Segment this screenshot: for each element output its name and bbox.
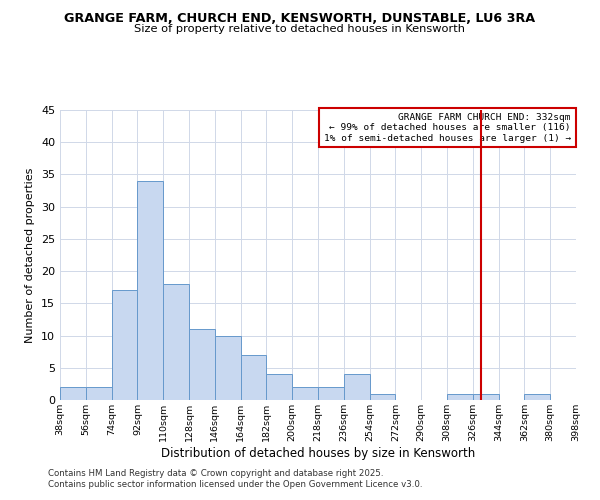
Bar xyxy=(473,394,499,400)
Bar xyxy=(344,374,370,400)
Bar xyxy=(292,387,318,400)
Bar xyxy=(163,284,189,400)
Bar xyxy=(60,387,86,400)
Bar xyxy=(370,394,395,400)
Bar xyxy=(112,290,137,400)
Bar xyxy=(189,329,215,400)
X-axis label: Distribution of detached houses by size in Kensworth: Distribution of detached houses by size … xyxy=(161,446,475,460)
Text: Contains HM Land Registry data © Crown copyright and database right 2025.: Contains HM Land Registry data © Crown c… xyxy=(48,468,383,477)
Bar xyxy=(215,336,241,400)
Bar xyxy=(241,355,266,400)
Y-axis label: Number of detached properties: Number of detached properties xyxy=(25,168,35,342)
Bar xyxy=(266,374,292,400)
Text: GRANGE FARM CHURCH END: 332sqm
← 99% of detached houses are smaller (116)
1% of : GRANGE FARM CHURCH END: 332sqm ← 99% of … xyxy=(323,113,571,142)
Bar xyxy=(318,387,344,400)
Bar xyxy=(524,394,550,400)
Bar xyxy=(447,394,473,400)
Text: Contains public sector information licensed under the Open Government Licence v3: Contains public sector information licen… xyxy=(48,480,422,489)
Text: GRANGE FARM, CHURCH END, KENSWORTH, DUNSTABLE, LU6 3RA: GRANGE FARM, CHURCH END, KENSWORTH, DUNS… xyxy=(64,12,536,26)
Text: Size of property relative to detached houses in Kensworth: Size of property relative to detached ho… xyxy=(134,24,466,34)
Bar xyxy=(86,387,112,400)
Bar xyxy=(137,181,163,400)
